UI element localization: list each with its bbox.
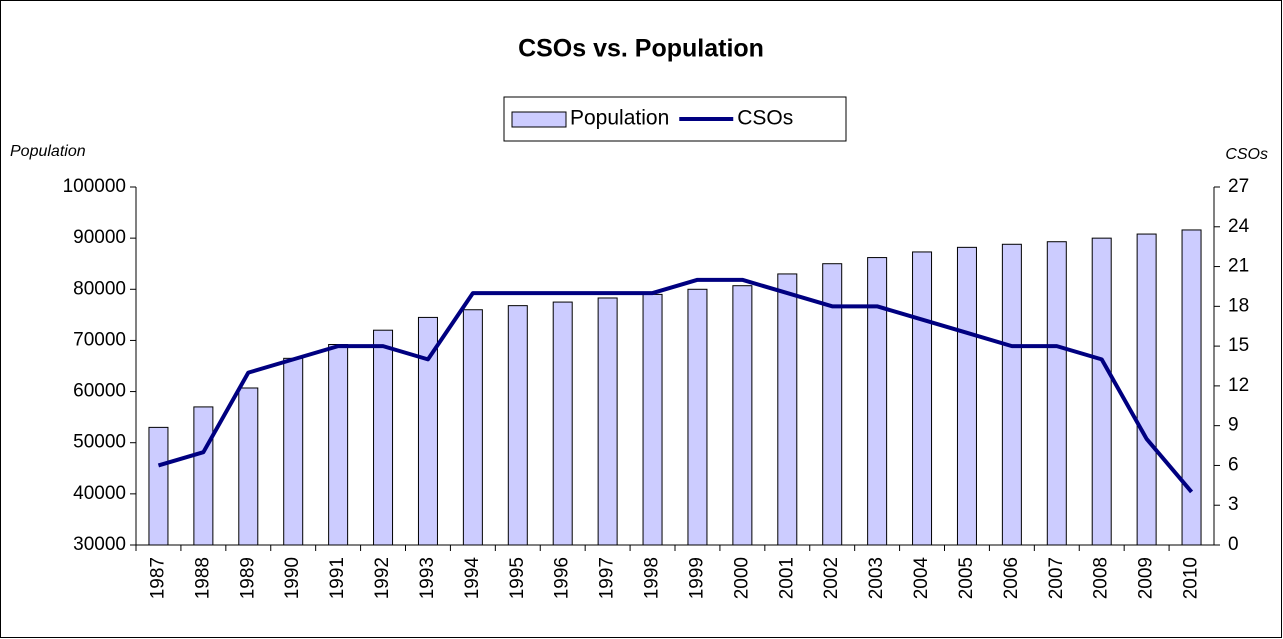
x-tick-label: 2004 xyxy=(911,557,932,600)
bar xyxy=(1181,229,1202,546)
y2-tick-label: 27 xyxy=(1228,176,1249,197)
x-tick-label: 1995 xyxy=(507,557,528,599)
bar xyxy=(552,301,573,546)
legend-label: CSOs xyxy=(737,107,793,130)
x-tick-label: 2000 xyxy=(731,557,752,599)
bar xyxy=(507,305,528,546)
x-tick-label: 1999 xyxy=(686,557,707,599)
bar xyxy=(1091,237,1112,546)
bar xyxy=(912,251,933,546)
bar xyxy=(867,257,888,546)
legend-swatch xyxy=(511,111,567,128)
x-tick-label: 1997 xyxy=(597,557,618,599)
x-tick-label: 2003 xyxy=(866,557,887,599)
bar xyxy=(1046,241,1067,546)
y-tick-label: 90000 xyxy=(73,227,126,248)
bar xyxy=(148,426,169,546)
x-tick-label: 1992 xyxy=(372,557,393,599)
x-tick-label: 2001 xyxy=(776,557,797,599)
bar xyxy=(1001,243,1022,546)
bar xyxy=(1136,233,1157,546)
y-tick-label: 70000 xyxy=(73,329,126,350)
bar xyxy=(687,288,708,546)
y-tick-label: 100000 xyxy=(63,176,126,197)
x-tick-label: 1989 xyxy=(237,557,258,599)
y-tick-label: 80000 xyxy=(73,278,126,299)
y2-axis-title: CSOs xyxy=(1225,146,1268,163)
y2-tick-label: 18 xyxy=(1228,295,1249,316)
y2-tick-label: 15 xyxy=(1228,335,1249,356)
y-axis-title: Population xyxy=(10,143,86,160)
x-tick-label: 1993 xyxy=(417,557,438,599)
bar xyxy=(238,387,259,546)
y2-tick-label: 3 xyxy=(1228,494,1239,515)
x-tick-label: 1998 xyxy=(642,557,663,599)
x-tick-label: 2006 xyxy=(1001,557,1022,599)
line xyxy=(157,277,1194,494)
x-tick-label: 1988 xyxy=(192,557,213,599)
bar xyxy=(777,273,798,546)
bar xyxy=(642,293,663,546)
legend-label: Population xyxy=(570,107,669,130)
x-tick-label: 1996 xyxy=(552,557,573,599)
bar xyxy=(283,357,304,546)
bar xyxy=(462,309,483,546)
y-tick-label: 40000 xyxy=(73,483,126,504)
chart-title: CSOs vs. Population xyxy=(518,35,764,63)
x-tick-label: 2008 xyxy=(1091,557,1112,599)
x-tick-label: 2007 xyxy=(1046,557,1067,599)
y-tick-label: 60000 xyxy=(73,381,126,402)
bar xyxy=(597,297,618,546)
x-tick-label: 1991 xyxy=(327,557,348,599)
y2-tick-label: 21 xyxy=(1228,256,1249,277)
x-tick-label: 1990 xyxy=(282,557,303,599)
bar xyxy=(956,246,977,546)
y2-tick-label: 9 xyxy=(1228,415,1239,436)
bar xyxy=(193,406,214,546)
y2-tick-label: 12 xyxy=(1228,375,1249,396)
y2-tick-label: 24 xyxy=(1228,216,1250,237)
y2-tick-label: 0 xyxy=(1228,534,1239,555)
y2-tick-label: 6 xyxy=(1228,454,1239,475)
y-tick-label: 50000 xyxy=(73,432,126,453)
bar xyxy=(328,344,349,546)
x-tick-label: 2005 xyxy=(956,557,977,599)
x-tick-label: 2010 xyxy=(1181,557,1202,599)
x-tick-label: 1987 xyxy=(147,557,168,599)
bar xyxy=(373,329,394,546)
y-tick-label: 30000 xyxy=(73,534,126,555)
bar xyxy=(732,285,753,546)
x-tick-label: 2002 xyxy=(821,557,842,599)
x-tick-label: 1994 xyxy=(462,557,483,600)
x-tick-label: 2009 xyxy=(1136,557,1157,599)
